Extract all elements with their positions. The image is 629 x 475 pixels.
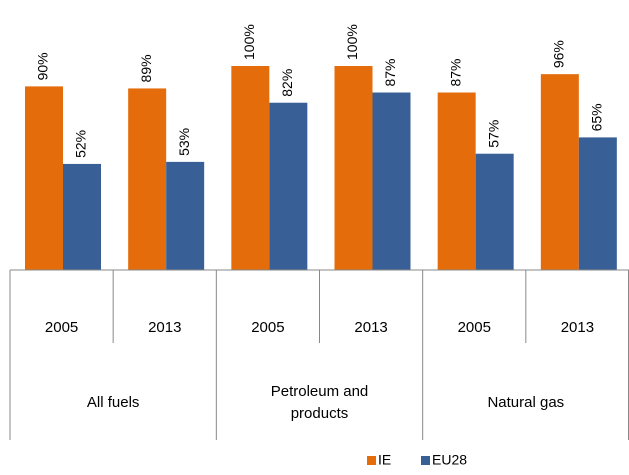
legend-label: IE: [378, 452, 391, 468]
bar: [166, 161, 205, 270]
value-label: 65%: [589, 103, 605, 131]
legend-swatch: [367, 456, 376, 465]
value-label: 100%: [241, 24, 257, 60]
bar: [25, 86, 63, 271]
value-label: 87%: [447, 58, 463, 86]
value-label: 96%: [551, 40, 567, 68]
group-label: All fuels: [86, 394, 140, 411]
value-label: 87%: [382, 58, 398, 86]
x-tick-label: 2013: [354, 319, 387, 336]
value-label: 90%: [35, 52, 51, 80]
bar: [475, 153, 514, 270]
group-label: Petroleum and products: [270, 383, 369, 422]
bar: [63, 163, 101, 270]
bar: [540, 74, 579, 270]
value-label: 53%: [176, 128, 192, 156]
x-tick-label: 2013: [148, 319, 181, 336]
value-label: 52%: [73, 130, 89, 158]
value-label: 100%: [344, 24, 360, 60]
bar: [231, 66, 270, 270]
bar: [269, 102, 308, 270]
bar: [372, 92, 411, 271]
legend-swatch: [421, 456, 430, 465]
bar: [437, 92, 476, 271]
x-tick-label: 2005: [45, 319, 78, 336]
x-tick-label: 2013: [561, 319, 594, 336]
bar: [128, 88, 167, 270]
bar: [578, 137, 617, 270]
x-tick-label: 2005: [251, 319, 284, 336]
value-label: 82%: [279, 69, 295, 97]
x-tick-label: 2005: [458, 319, 491, 336]
value-label: 89%: [138, 54, 154, 82]
value-label: 57%: [485, 120, 501, 148]
bar: [334, 66, 373, 270]
group-label: Natural gas: [487, 394, 565, 411]
legend-label: EU28: [432, 452, 467, 468]
